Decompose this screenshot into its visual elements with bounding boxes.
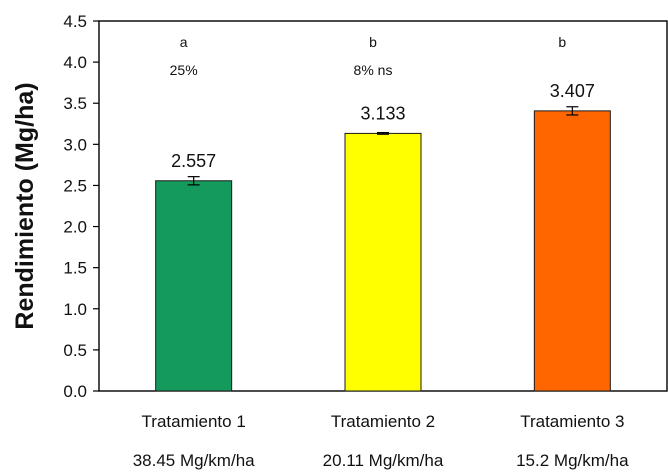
y-tick-label: 4.0 (63, 53, 87, 72)
y-tick-label: 4.5 (63, 12, 87, 31)
y-tick-label: 1.5 (63, 259, 87, 278)
significance-letter: b (558, 34, 566, 50)
category-sublabel: 15.2 Mg/km/ha (516, 451, 629, 470)
category-label: Tratamiento 3 (520, 412, 624, 431)
y-tick-label: 0.5 (63, 341, 87, 360)
y-tick-label: 0.0 (63, 382, 87, 401)
y-tick-label: 3.5 (63, 94, 87, 113)
category-label: Tratamiento 1 (142, 412, 246, 431)
y-tick-label: 2.5 (63, 176, 87, 195)
significance-note: 25% (170, 62, 198, 78)
category-label: Tratamiento 2 (331, 412, 435, 431)
category-sublabel: 38.45 Mg/km/ha (133, 451, 255, 470)
significance-note: 8% ns (354, 62, 393, 78)
y-tick-label: 3.0 (63, 135, 87, 154)
y-tick-label: 2.0 (63, 218, 87, 237)
bar-value-label: 3.133 (360, 103, 405, 123)
bar-1 (155, 180, 233, 392)
significance-letter: b (369, 34, 377, 50)
significance-letter: a (180, 34, 188, 50)
bar-value-label: 2.557 (171, 151, 216, 171)
bar-2 (344, 132, 422, 392)
bar-value-label: 3.407 (550, 81, 595, 101)
y-axis-title: Rendimiento (Mg/ha) (11, 82, 39, 329)
bar-3 (533, 110, 611, 392)
category-sublabel: 20.11 Mg/km/ha (323, 451, 444, 470)
y-tick-label: 1.0 (63, 300, 87, 319)
